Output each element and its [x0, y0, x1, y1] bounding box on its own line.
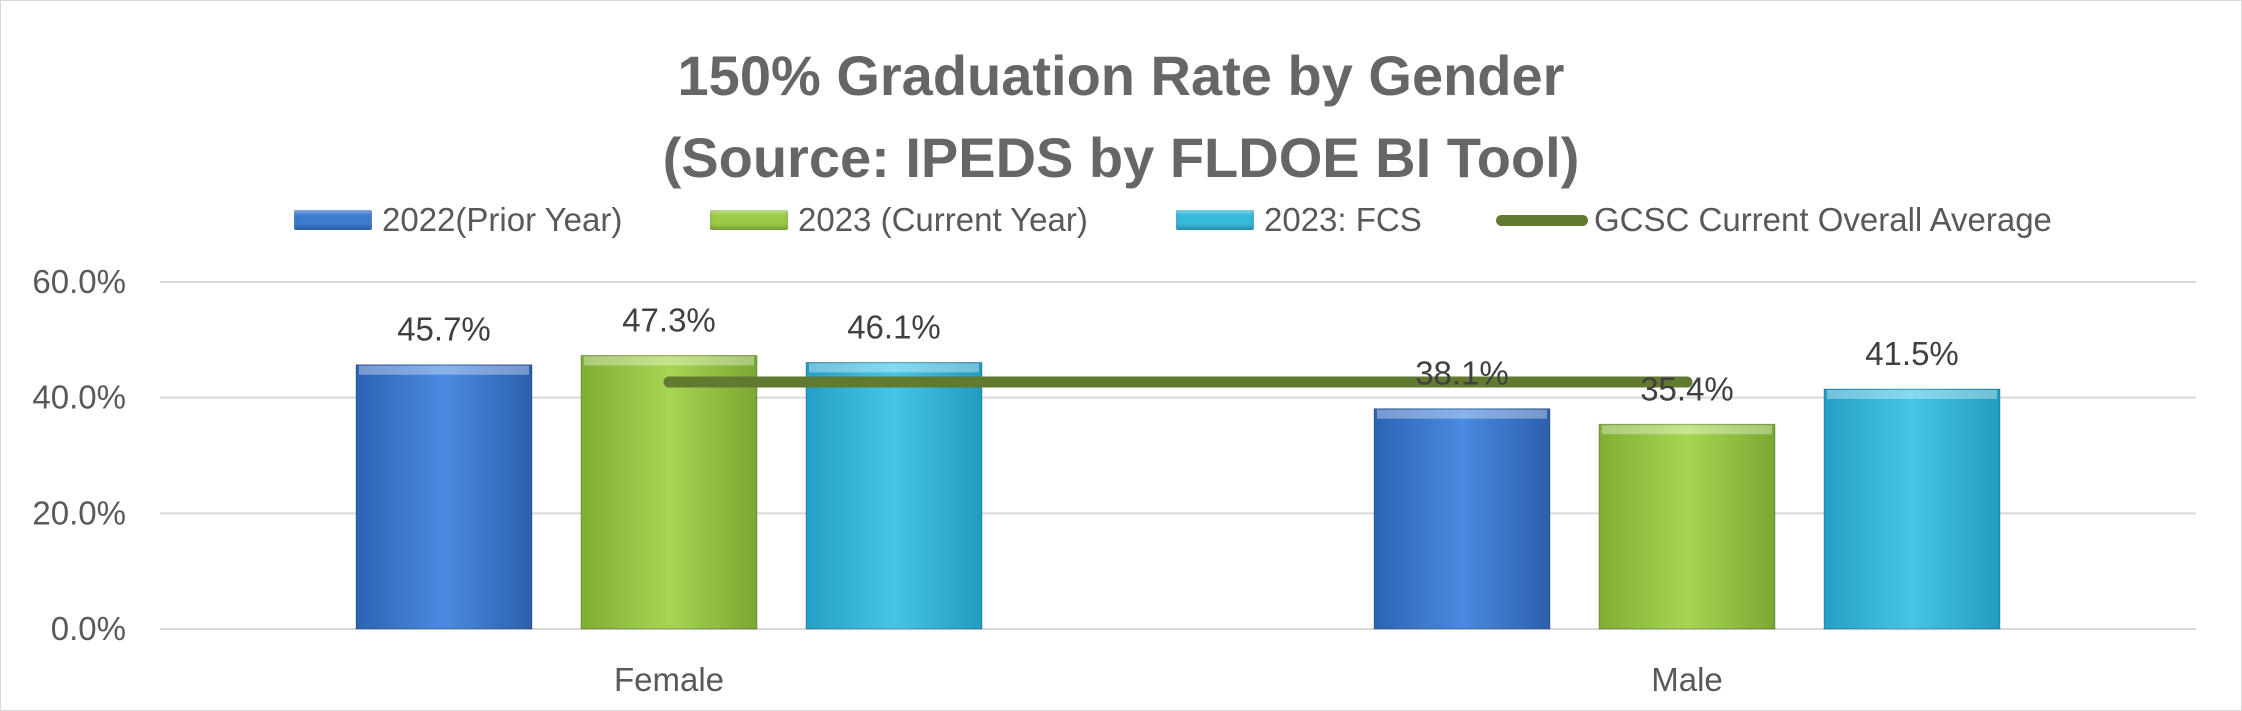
bar [805, 361, 983, 630]
legend-item-2022: 2022(Prior Year) [294, 198, 622, 242]
chart-title: 150% Graduation Rate by Gender [677, 44, 1565, 107]
legend-label-2023-fcs: 2023: FCS [1264, 201, 1422, 238]
legend-swatch-2022 [294, 210, 372, 230]
legend-swatch-2023-current [710, 210, 788, 230]
legend-label-2022: 2022(Prior Year) [382, 201, 623, 238]
legend-label-2023-current: 2023 (Current Year) [798, 201, 1088, 238]
data-label: 46.1% [847, 308, 941, 345]
y-tick-label: 20.0% [32, 494, 126, 531]
legend-label-gcsc-average: GCSC Current Overall Average [1594, 201, 2052, 238]
legend-swatch-2023-fcs [1176, 210, 1254, 230]
legend-item-2023-fcs: 2023: FCS [1176, 198, 1422, 242]
chart-subtitle: (Source: IPEDS by FLDOE BI Tool) [662, 126, 1580, 189]
bar-bevel [809, 363, 979, 373]
bar [1823, 388, 2001, 630]
bar [580, 354, 758, 630]
bar-bevel [1377, 409, 1547, 419]
bar [1598, 423, 1776, 630]
x-category-label: Female [614, 661, 724, 698]
bar-bevel [584, 356, 754, 366]
legend: 2022(Prior Year) 2023 (Current Year) 202… [0, 198, 2242, 242]
y-tick-label: 60.0% [32, 263, 126, 300]
data-label: 41.5% [1865, 335, 1959, 372]
bar-bevel [1602, 425, 1772, 435]
x-category-label: Male [1651, 661, 1723, 698]
bar-bevel [1827, 389, 1997, 399]
data-label: 38.1% [1415, 355, 1509, 392]
y-tick-label: 40.0% [32, 379, 126, 416]
legend-swatch-gcsc-average [1496, 214, 1588, 226]
data-label: 45.7% [397, 311, 491, 348]
bar [1373, 408, 1551, 630]
bar [355, 364, 533, 630]
y-tick-label: 0.0% [51, 610, 126, 647]
legend-item-2023-current: 2023 (Current Year) [710, 198, 1088, 242]
legend-item-gcsc-average: GCSC Current Overall Average [1496, 198, 2052, 242]
data-label: 47.3% [622, 301, 716, 338]
bar-bevel [359, 365, 529, 375]
data-label: 35.4% [1640, 370, 1734, 407]
